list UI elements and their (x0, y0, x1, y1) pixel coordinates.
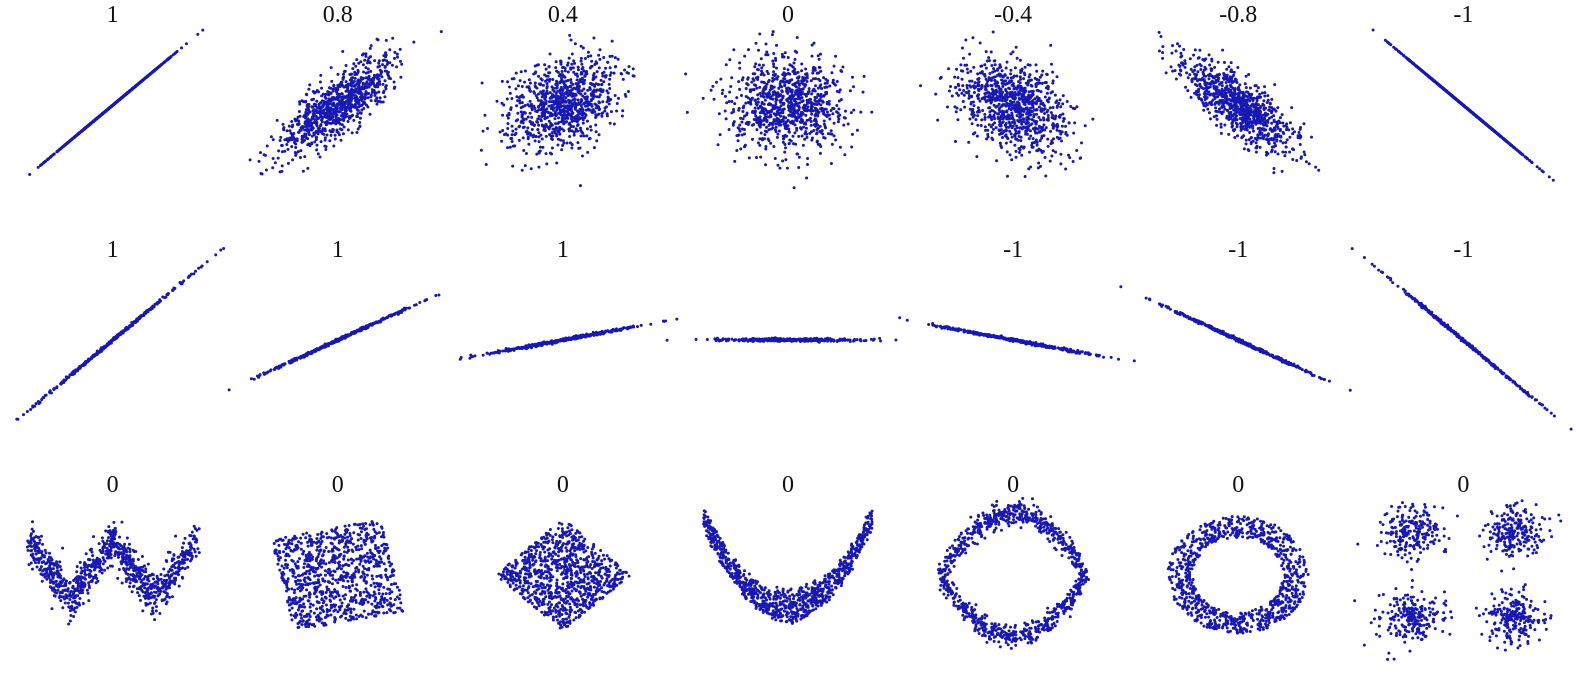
scatter-plot (1148, 265, 1328, 415)
scatter-row-2: 0 0 0 0 0 0 0 (0, 470, 1576, 650)
scatter-plot (473, 265, 653, 415)
scatter-plot (698, 500, 878, 650)
scatter-panel: 0 (1351, 470, 1576, 650)
panel-label: 0.8 (323, 0, 353, 30)
scatter-svg (1373, 30, 1553, 180)
scatter-panel: 0.8 (225, 0, 450, 180)
scatter-svg (1148, 30, 1328, 180)
panel-label: 0 (557, 470, 569, 500)
scatter-svg (923, 265, 1103, 415)
scatter-panel: 0 (225, 470, 450, 650)
scatter-svg (698, 500, 878, 650)
panel-label: -1 (1453, 0, 1473, 30)
scatter-svg (698, 30, 878, 180)
panel-label: 1 (557, 235, 569, 265)
scatter-svg (1373, 500, 1553, 650)
scatter-panel: 0 (0, 470, 225, 650)
scatter-svg (923, 500, 1103, 650)
scatter-panel: 1 (450, 235, 675, 415)
scatter-plot (1148, 500, 1328, 650)
scatter-svg (923, 30, 1103, 180)
scatter-svg (23, 500, 203, 650)
scatter-plot (1373, 265, 1553, 415)
panel-label: -0.8 (1219, 0, 1257, 30)
scatter-svg (1373, 265, 1553, 415)
scatter-panel (675, 235, 900, 415)
scatter-panel: -0.8 (1126, 0, 1351, 180)
scatter-svg (248, 30, 428, 180)
scatter-svg (1148, 265, 1328, 415)
panel-label: -1 (1228, 235, 1248, 265)
scatter-plot (248, 500, 428, 650)
scatter-row-1: 1 1 1 -1 -1 -1 (0, 235, 1576, 415)
scatter-plot (473, 30, 653, 180)
scatter-svg (698, 265, 878, 415)
scatter-panel: 1 (225, 235, 450, 415)
scatter-plot (1373, 500, 1553, 650)
scatter-svg (248, 500, 428, 650)
scatter-plot (698, 265, 878, 415)
scatter-plot (1373, 30, 1553, 180)
scatter-svg (23, 30, 203, 180)
scatter-plot (923, 500, 1103, 650)
scatter-plot (23, 500, 203, 650)
scatter-panel: 0.4 (450, 0, 675, 180)
scatter-plot (473, 500, 653, 650)
scatter-plot (248, 265, 428, 415)
scatter-panel: 0 (675, 470, 900, 650)
scatter-svg (1148, 500, 1328, 650)
panel-label: 0 (1232, 470, 1244, 500)
scatter-row-0: 1 0.8 0.4 0 -0.4 -0.8 -1 (0, 0, 1576, 180)
scatter-plot (248, 30, 428, 180)
scatter-svg (23, 265, 203, 415)
scatter-panel: 0 (901, 470, 1126, 650)
scatter-panel: -0.4 (901, 0, 1126, 180)
scatter-plot (23, 30, 203, 180)
panel-label: 1 (107, 0, 119, 30)
scatter-panel: -1 (901, 235, 1126, 415)
panel-label: 0 (1007, 470, 1019, 500)
panel-label: -0.4 (994, 0, 1032, 30)
panel-label: 0 (782, 0, 794, 30)
panel-label: 1 (107, 235, 119, 265)
scatter-svg (248, 265, 428, 415)
scatter-plot (923, 265, 1103, 415)
scatter-plot (923, 30, 1103, 180)
scatter-plot (1148, 30, 1328, 180)
panel-label: -1 (1453, 235, 1473, 265)
scatter-svg (473, 265, 653, 415)
scatter-plot (23, 265, 203, 415)
scatter-plot (698, 30, 878, 180)
panel-label: 0.4 (548, 0, 578, 30)
scatter-panel: 1 (0, 0, 225, 180)
panel-label: 1 (332, 235, 344, 265)
scatter-panel: -1 (1126, 235, 1351, 415)
scatter-panel: 0 (675, 0, 900, 180)
panel-label: 0 (332, 470, 344, 500)
scatter-svg (473, 30, 653, 180)
scatter-panel: -1 (1351, 235, 1576, 415)
scatter-panel: 0 (450, 470, 675, 650)
scatter-panel: -1 (1351, 0, 1576, 180)
panel-label: 0 (782, 470, 794, 500)
panel-label: -1 (1003, 235, 1023, 265)
scatter-panel: 1 (0, 235, 225, 415)
panel-label: 0 (1457, 470, 1469, 500)
panel-label: 0 (107, 470, 119, 500)
scatter-panel: 0 (1126, 470, 1351, 650)
scatter-svg (473, 500, 653, 650)
